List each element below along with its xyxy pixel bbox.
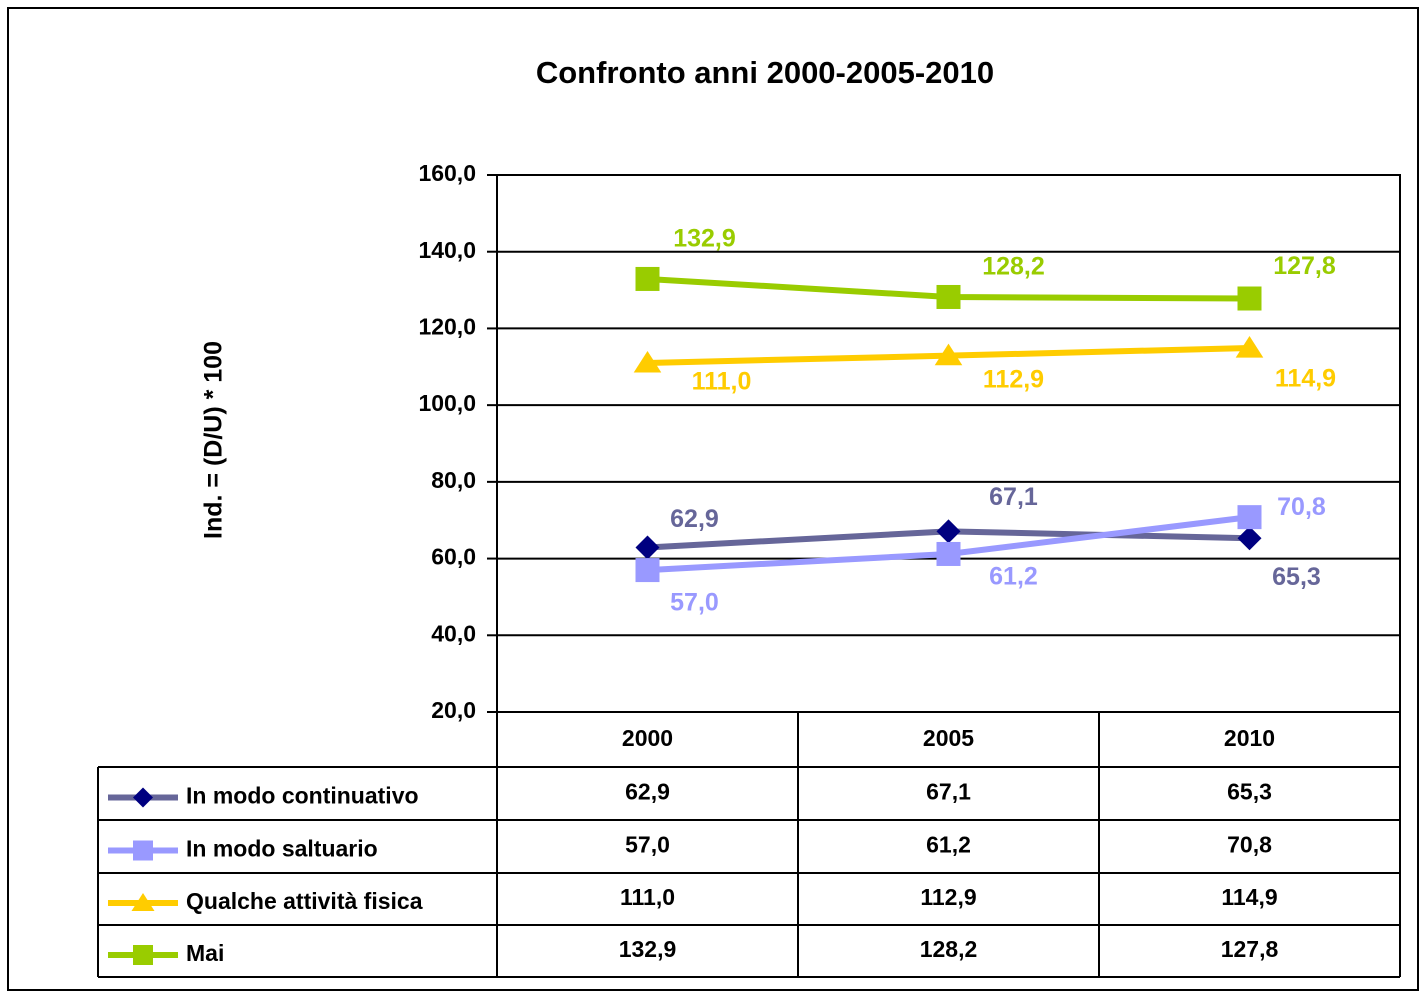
table-cell: 57,0 [625, 832, 670, 858]
y-tick-label: 160,0 [418, 160, 476, 186]
x-tick-label: 2000 [622, 725, 673, 751]
marker [936, 284, 961, 309]
data-label: 67,1 [989, 483, 1038, 511]
marker [1237, 505, 1262, 530]
y-tick-label: 140,0 [418, 237, 476, 263]
data-label: 70,8 [1277, 493, 1326, 521]
marker [1237, 286, 1262, 311]
table-cell: 62,9 [625, 779, 670, 805]
legend-label: In modo continuativo [186, 783, 419, 809]
marker [1237, 526, 1262, 551]
table-cell: 127,8 [1221, 936, 1279, 962]
table-cell: 128,2 [920, 936, 978, 962]
y-axis-label: Ind. = (D/U) * 100 [200, 341, 228, 539]
marker [635, 266, 660, 291]
marker [936, 541, 961, 566]
table-cell: 67,1 [926, 779, 971, 805]
y-tick-label: 60,0 [431, 544, 476, 570]
data-label: 128,2 [982, 253, 1045, 281]
table-cell: 111,0 [620, 884, 675, 910]
table-cell: 65,3 [1227, 779, 1272, 805]
chart-border [7, 7, 1419, 991]
y-tick-label: 40,0 [431, 620, 476, 646]
table-cell: 114,9 [1221, 884, 1277, 910]
data-label: 112,9 [983, 365, 1044, 393]
data-label: 61,2 [989, 563, 1038, 591]
table-cell: 70,8 [1227, 832, 1272, 858]
y-tick-label: 100,0 [418, 390, 476, 416]
data-label: 127,8 [1273, 252, 1336, 280]
data-label: 132,9 [673, 225, 736, 253]
marker [936, 519, 961, 544]
x-tick-label: 2005 [923, 725, 974, 751]
data-label: 111,0 [692, 368, 752, 396]
data-label: 57,0 [670, 589, 719, 617]
marker [635, 558, 660, 583]
legend-label: Mai [186, 940, 224, 966]
marker [934, 343, 963, 366]
legend-label: In modo saltuario [186, 836, 378, 862]
y-tick-label: 20,0 [431, 697, 476, 723]
x-tick-label: 2010 [1224, 725, 1275, 751]
legend-label: Qualche attività fisica [186, 888, 423, 914]
y-tick-label: 120,0 [418, 314, 476, 340]
table-cell: 112,9 [920, 884, 976, 910]
legend-marker [133, 787, 153, 808]
y-tick-label: 80,0 [431, 467, 476, 493]
data-label: 62,9 [670, 505, 719, 533]
chart-title: Confronto anni 2000-2005-2010 [536, 55, 994, 90]
legend-marker [131, 893, 155, 911]
table-cell: 61,2 [926, 832, 971, 858]
marker [635, 535, 660, 560]
data-label: 114,9 [1275, 365, 1336, 393]
legend-marker [133, 945, 153, 965]
marker [633, 350, 662, 373]
table-cell: 132,9 [619, 936, 677, 962]
legend-marker [133, 840, 153, 861]
data-label: 65,3 [1272, 563, 1321, 591]
marker [1235, 335, 1264, 358]
